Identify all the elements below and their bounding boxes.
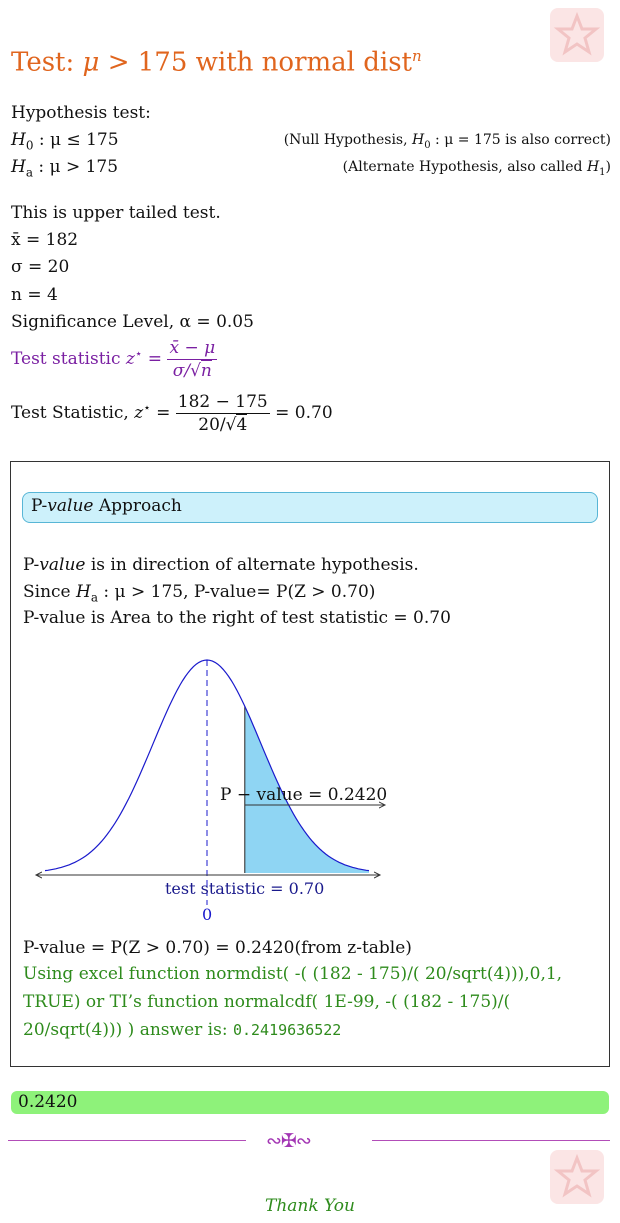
pvalue-area-text: P-value is Area to the right of test sta…: [23, 608, 451, 628]
pvalue-approach-box: [10, 461, 610, 1067]
watermark-logo-bottom: [550, 1150, 604, 1204]
divider-right: [372, 1140, 610, 1141]
calc-fraction: 182 − 175 20/√4: [175, 392, 270, 435]
excel-text-1: Using excel function normdist( -( (182 -…: [23, 964, 563, 984]
formula-fraction: x̄ − μ σ/√n: [167, 338, 218, 381]
alternate-hypothesis-note: (Alternate Hypothesis, also called H1): [342, 159, 611, 178]
pvalue-direction-text: P-value is in direction of alternate hyp…: [23, 555, 419, 575]
sample-size: n = 4: [11, 285, 58, 305]
test-statistic-formula: Test statistic z⋆ = x̄ − μ σ/√n: [11, 338, 218, 381]
null-hypothesis-note: (Null Hypothesis, H0 : μ = 175 is also c…: [283, 132, 611, 151]
std-dev: σ = 20: [11, 257, 70, 277]
significance-level: Significance Level, α = 0.05: [11, 312, 254, 332]
ornament-icon: ∾✠∾: [266, 1130, 312, 1152]
tail-text: This is upper tailed test.: [11, 203, 221, 223]
normal-distribution-graph: P − value = 0.2420 test statistic = 0.70…: [0, 659, 387, 924]
test-statistic-calculation: Test Statistic, z⋆ = 182 − 175 20/√4 = 0.…: [11, 392, 333, 435]
excel-answer: 0.2419636522: [232, 1021, 342, 1039]
page-title: Test: μ > 175 with normal distn: [11, 47, 422, 78]
sample-mean: x̄ = 182: [11, 230, 79, 250]
pvalue-since-text: Since Ha : μ > 175, P-value= P(Z > 0.70): [23, 582, 376, 605]
hypothesis-heading: Hypothesis test:: [11, 103, 151, 123]
pvalue-graph-label: P − value = 0.2420: [220, 785, 387, 805]
test-statistic-graph-label: test statistic = 0.70: [165, 879, 324, 898]
watermark-logo-top: [550, 8, 604, 62]
thank-you-text: Thank You: [264, 1196, 355, 1216]
null-hypothesis: H0 : μ ≤ 175: [11, 130, 119, 153]
excel-text-3: 20/sqrt(4))) ) answer is: 0.2419636522: [23, 1020, 342, 1040]
alternate-hypothesis: Ha : μ > 175: [11, 157, 119, 180]
final-answer: 0.2420: [11, 1091, 609, 1114]
zero-tick-label: 0: [202, 905, 212, 924]
pvalue-approach-badge: P-value Approach: [22, 492, 598, 523]
pvalue-result: P-value = P(Z > 0.70) = 0.2420(from z-ta…: [23, 938, 412, 958]
divider-left: [8, 1140, 246, 1141]
pvalue-shaded-area: [244, 706, 369, 873]
excel-text-2: TRUE) or TI’s function normalcdf( 1E-99,…: [23, 992, 511, 1012]
